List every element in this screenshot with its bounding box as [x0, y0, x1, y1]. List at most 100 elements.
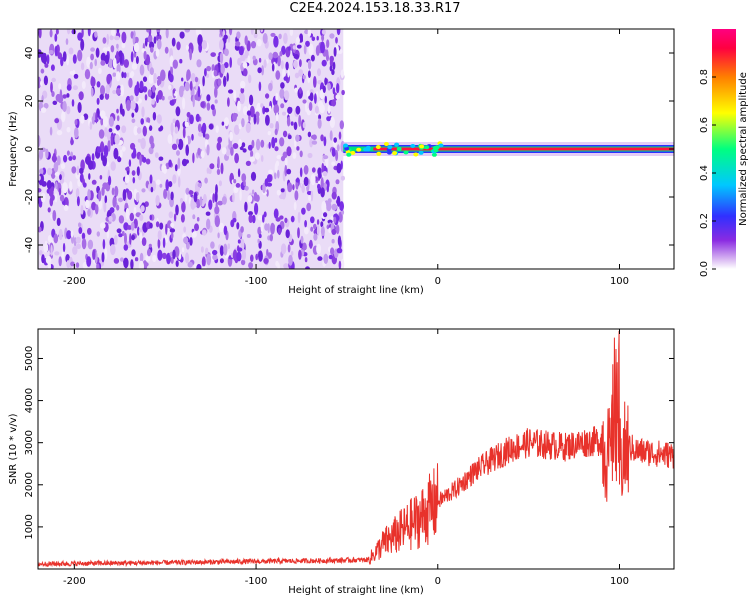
noise-cell [340, 69, 345, 79]
noise-cell [116, 43, 119, 49]
noise-cell [329, 130, 333, 141]
noise-cell [335, 179, 340, 185]
noise-cell [184, 29, 191, 33]
noise-cell [308, 195, 312, 202]
noise-cell [149, 41, 155, 49]
noise-cell [63, 204, 69, 211]
noise-cell [317, 183, 321, 190]
noise-cell [167, 189, 170, 201]
noise-cell [235, 183, 241, 188]
noise-cell [66, 93, 70, 98]
noise-cell [341, 89, 345, 96]
noise-cell [103, 200, 107, 213]
signal-blob [386, 150, 392, 155]
noise-cell [110, 244, 116, 256]
noise-cell [163, 188, 168, 200]
noise-cell [87, 29, 91, 37]
noise-cell [114, 35, 120, 41]
noise-cell [340, 258, 345, 269]
noise-cell [131, 170, 136, 176]
noise-cell [170, 232, 174, 239]
noise-cell [313, 223, 317, 230]
noise-cell [325, 158, 329, 168]
noise-cell [102, 182, 108, 190]
noise-cell [263, 211, 267, 218]
noise-cell [215, 125, 219, 133]
noise-cell [196, 217, 200, 222]
noise-cell [218, 180, 222, 187]
noise-cell [185, 121, 189, 128]
noise-cell [103, 116, 109, 127]
noise-cell [185, 159, 189, 164]
noise-cell [126, 225, 132, 230]
noise-cell [169, 228, 176, 233]
noise-cell [58, 256, 62, 267]
noise-cell [102, 47, 108, 52]
noise-cell [331, 69, 335, 76]
noise-cell [227, 35, 231, 43]
noise-cell [59, 194, 65, 202]
noise-cell [66, 150, 70, 156]
noise-cell [245, 122, 251, 134]
noise-cell [77, 102, 82, 113]
noise-cell [157, 38, 162, 50]
noise-cell [72, 85, 78, 91]
x-tick-label: -200 [63, 576, 86, 587]
colorbar-gradient [712, 29, 736, 269]
noise-cell [244, 50, 249, 59]
noise-cell [165, 29, 169, 39]
noise-cell [155, 195, 160, 206]
noise-cell [184, 81, 190, 92]
noise-cell [192, 152, 195, 164]
spectrogram-x-ticks: -200 -100 0 100 [63, 29, 629, 287]
noise-cell [317, 68, 321, 77]
noise-cell [161, 95, 165, 101]
noise-cell [96, 263, 100, 269]
noise-cell [273, 35, 279, 48]
noise-cell [158, 156, 164, 161]
noise-cell [78, 222, 82, 228]
signal-blob [383, 142, 389, 146]
noise-cell [80, 205, 84, 215]
noise-cell [38, 29, 42, 39]
noise-cell [321, 29, 326, 35]
noise-cell [150, 46, 154, 53]
noise-cell [62, 51, 67, 62]
noise-cell [109, 35, 114, 41]
noise-cell [275, 112, 279, 122]
noise-cell [76, 243, 82, 250]
noise-cell [306, 202, 312, 212]
noise-cell [98, 67, 102, 75]
noise-cell [126, 72, 130, 78]
noise-cell [257, 214, 263, 221]
noise-cell [275, 160, 280, 167]
noise-cell [50, 81, 53, 93]
noise-cell [283, 263, 289, 269]
noise-cell [331, 161, 336, 166]
noise-cell [185, 252, 189, 264]
noise-cell [333, 216, 337, 224]
noise-cell [165, 223, 168, 235]
noise-cell [145, 158, 151, 165]
noise-cell [123, 244, 129, 251]
noise-cell [260, 29, 264, 33]
noise-cell [326, 184, 329, 193]
noise-cell [89, 121, 93, 130]
noise-cell [327, 105, 331, 114]
noise-cell [162, 252, 167, 260]
noise-cell [305, 40, 310, 47]
noise-cell [115, 71, 121, 82]
noise-cell [133, 206, 137, 215]
noise-cell [212, 249, 218, 256]
noise-cell [147, 89, 152, 98]
noise-cell [206, 102, 211, 111]
noise-cell [143, 262, 149, 267]
noise-cell [268, 52, 273, 60]
noise-cell [275, 217, 281, 222]
noise-cell [96, 231, 101, 237]
noise-cell [248, 262, 254, 269]
noise-cell [46, 167, 53, 176]
signal-blob [375, 145, 381, 149]
noise-cell [240, 54, 246, 62]
noise-cell [246, 110, 252, 116]
